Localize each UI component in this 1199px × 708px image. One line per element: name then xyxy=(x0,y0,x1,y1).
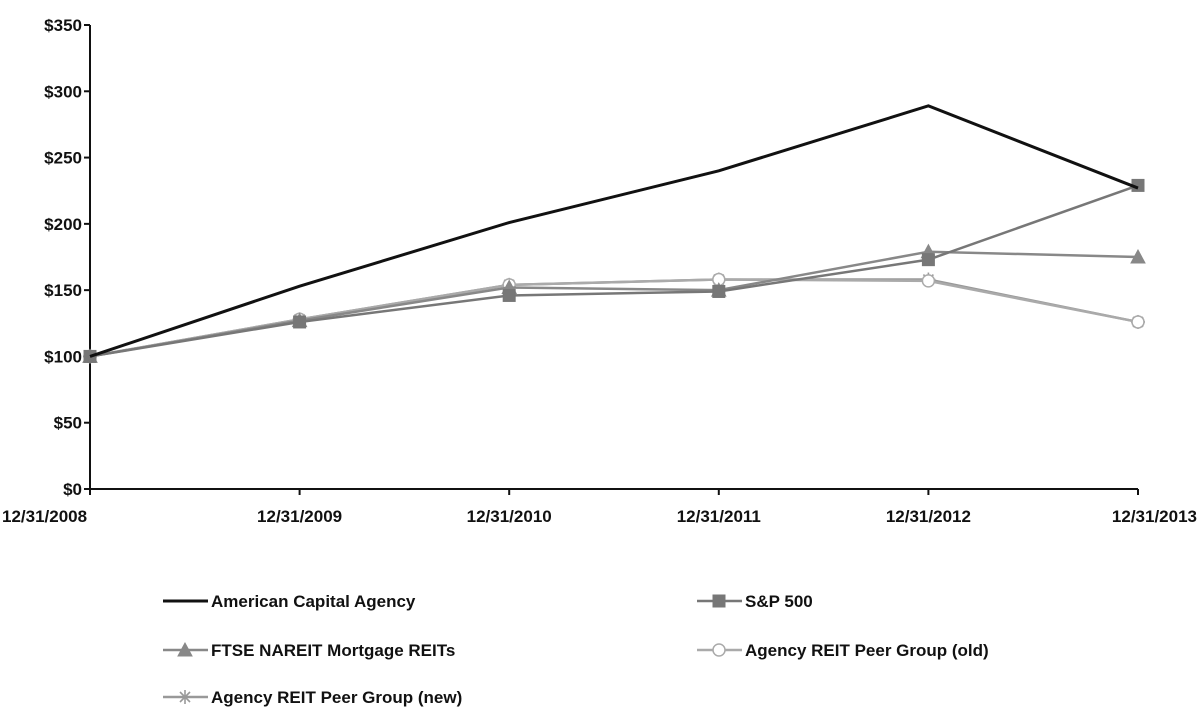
series-line xyxy=(89,278,1139,358)
legend-label: American Capital Agency xyxy=(211,592,416,611)
x-tick-label: 12/31/2012 xyxy=(886,507,971,526)
x-tick-labels: 12/31/2008 12/31/2009 12/31/2010 12/31/2011… xyxy=(2,507,1197,526)
series-line xyxy=(89,104,1139,358)
x-tick-label: 12/31/2011 xyxy=(677,507,761,526)
y-tick-label: $350 xyxy=(44,16,82,35)
series-line xyxy=(89,184,1139,358)
data-point xyxy=(1130,248,1146,264)
y-tick-label: $300 xyxy=(44,82,82,101)
legend-label: Agency REIT Peer Group (old) xyxy=(745,641,989,660)
legend-label: S&P 500 xyxy=(745,592,813,611)
series-american-capital-agency xyxy=(89,104,1139,358)
x-tick-label: 12/31/2008 xyxy=(2,507,87,526)
series-ftse-nareit-mortgage-reits xyxy=(82,243,1146,363)
x-tick-label: 12/31/2009 xyxy=(257,507,342,526)
legend-entry: American Capital Agency xyxy=(163,592,416,611)
legend-swatch-marker xyxy=(712,594,726,608)
legend: American Capital Agency S&P 500 FTSE NAREI… xyxy=(163,592,989,707)
y-tick-label: $200 xyxy=(44,215,82,234)
legend-entry: Agency REIT Peer Group (new) xyxy=(163,688,462,707)
legend-swatch-marker xyxy=(178,690,192,704)
legend-entry: S&P 500 xyxy=(697,592,813,611)
x-tick-label: 12/31/2013 xyxy=(1112,507,1197,526)
legend-swatch-marker xyxy=(712,643,726,657)
data-point xyxy=(293,315,307,329)
legend-entry: Agency REIT Peer Group (old) xyxy=(697,641,989,660)
y-tick-label: $50 xyxy=(54,414,82,433)
legend-label: Agency REIT Peer Group (new) xyxy=(211,688,462,707)
series-agency-reit-peer-group-new xyxy=(83,272,1145,364)
y-tick-label: $0 xyxy=(63,480,82,499)
data-point xyxy=(921,274,936,288)
data-point xyxy=(921,253,935,267)
legend-label: FTSE NAREIT Mortgage REITs xyxy=(211,641,455,660)
series-s-p-500 xyxy=(83,178,1145,363)
axes xyxy=(84,24,1139,495)
series-layer xyxy=(82,104,1146,364)
series-agency-reit-peer-group-old xyxy=(83,272,1145,364)
legend-swatch-marker xyxy=(177,641,193,657)
data-point xyxy=(502,288,516,302)
y-tick-label: $250 xyxy=(44,149,82,168)
y-tick-label: $150 xyxy=(44,281,82,300)
data-point xyxy=(1131,315,1145,329)
y-tick-labels: $0 $50 $100 $150 $200 $250 $300 $350 xyxy=(44,16,82,499)
legend-entry: FTSE NAREIT Mortgage REITs xyxy=(163,641,455,660)
y-tick-label: $100 xyxy=(44,347,82,366)
x-tick-label: 12/31/2010 xyxy=(467,507,552,526)
data-point xyxy=(712,284,726,298)
